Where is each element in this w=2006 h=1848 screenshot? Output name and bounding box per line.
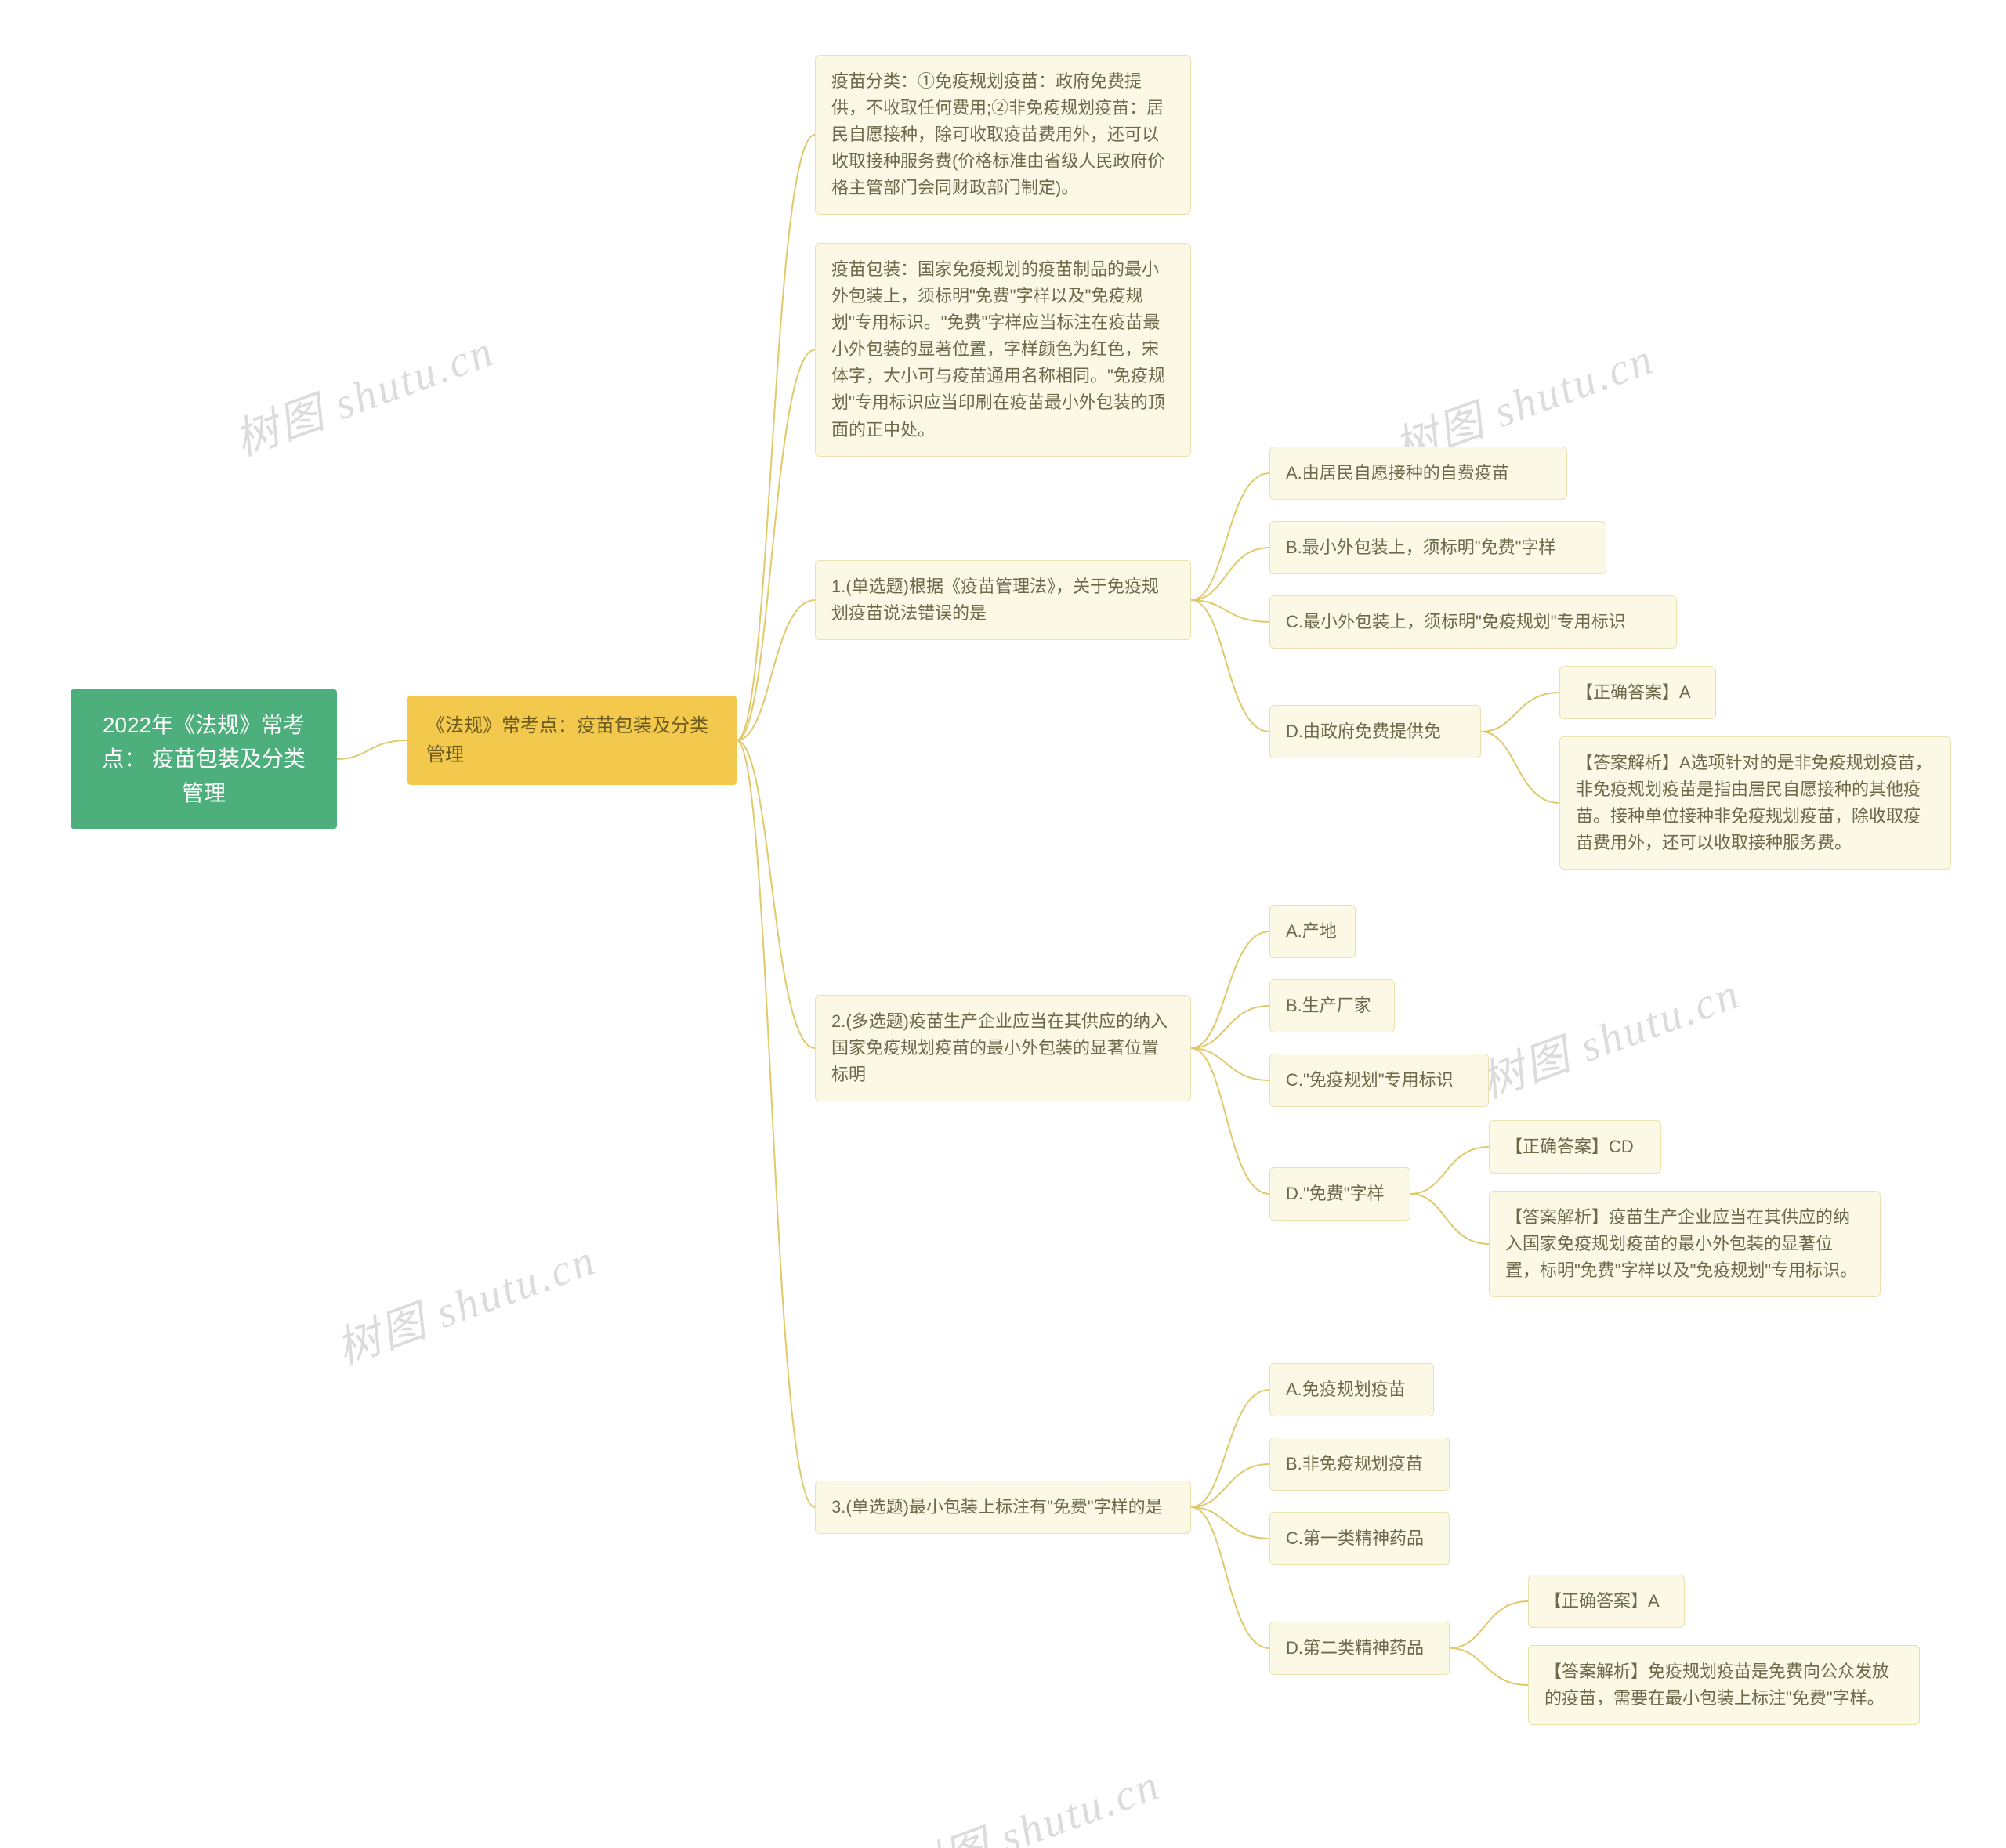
q2-option-a[interactable]: A.产地 [1269,905,1356,958]
q2-option-d[interactable]: D."免费"字样 [1269,1167,1410,1221]
root-node[interactable]: 2022年《法规》常考点： 疫苗包装及分类管理 [71,689,337,829]
leaf-packaging[interactable]: 疫苗包装：国家免疫规划的疫苗制品的最小外包装上，须标明"免费"字样以及"免疫规划… [815,243,1191,457]
q1-option-b[interactable]: B.最小外包装上，须标明"免费"字样 [1269,521,1606,574]
q1-answer[interactable]: 【正确答案】A [1559,666,1716,719]
q3-answer[interactable]: 【正确答案】A [1528,1575,1685,1628]
mindmap-canvas: 树图 shutu.cn 树图 shutu.cn 树图 shutu.cn 树图 s… [0,0,2006,1848]
q2-answer[interactable]: 【正确答案】CD [1489,1120,1661,1174]
watermark: 树图 shutu.cn [225,316,502,468]
q1-option-c[interactable]: C.最小外包装上，须标明"免疫规划"专用标识 [1269,595,1677,649]
question-2[interactable]: 2.(多选题)疫苗生产企业应当在其供应的纳入国家免疫规划疫苗的最小外包装的显著位… [815,995,1191,1101]
q3-option-b[interactable]: B.非免疫规划疫苗 [1269,1438,1450,1491]
q3-option-c[interactable]: C.第一类精神药品 [1269,1512,1450,1565]
question-1[interactable]: 1.(单选题)根据《疫苗管理法》，关于免疫规划疫苗说法错误的是 [815,560,1191,640]
q1-option-d[interactable]: D.由政府免费提供免 [1269,705,1481,758]
q3-option-a[interactable]: A.免疫规划疫苗 [1269,1363,1434,1416]
q3-option-d[interactable]: D.第二类精神药品 [1269,1622,1450,1675]
q2-option-c[interactable]: C."免疫规划"专用标识 [1269,1054,1489,1107]
q1-option-a[interactable]: A.由居民自愿接种的自费疫苗 [1269,447,1567,500]
q2-explanation[interactable]: 【答案解析】疫苗生产企业应当在其供应的纳入国家免疫规划疫苗的最小外包装的显著位置… [1489,1191,1881,1297]
watermark: 树图 shutu.cn [327,1224,604,1377]
watermark: 树图 shutu.cn [1471,958,1748,1111]
q3-explanation[interactable]: 【答案解析】免疫规划疫苗是免费向公众发放的疫苗，需要在最小包装上标注"免费"字样… [1528,1645,1920,1725]
question-3[interactable]: 3.(单选题)最小包装上标注有"免费"字样的是 [815,1481,1191,1534]
q2-option-b[interactable]: B.生产厂家 [1269,979,1395,1032]
leaf-classification[interactable]: 疫苗分类：①免疫规划疫苗：政府免费提供，不收取任何费用;②非免疫规划疫苗：居民自… [815,55,1191,215]
level1-node[interactable]: 《法规》常考点：疫苗包装及分类 管理 [407,696,737,785]
watermark: 树图 shutu.cn [891,1749,1168,1848]
q1-explanation[interactable]: 【答案解析】A选项针对的是非免疫规划疫苗，非免疫规划疫苗是指由居民自愿接种的其他… [1559,736,1951,870]
